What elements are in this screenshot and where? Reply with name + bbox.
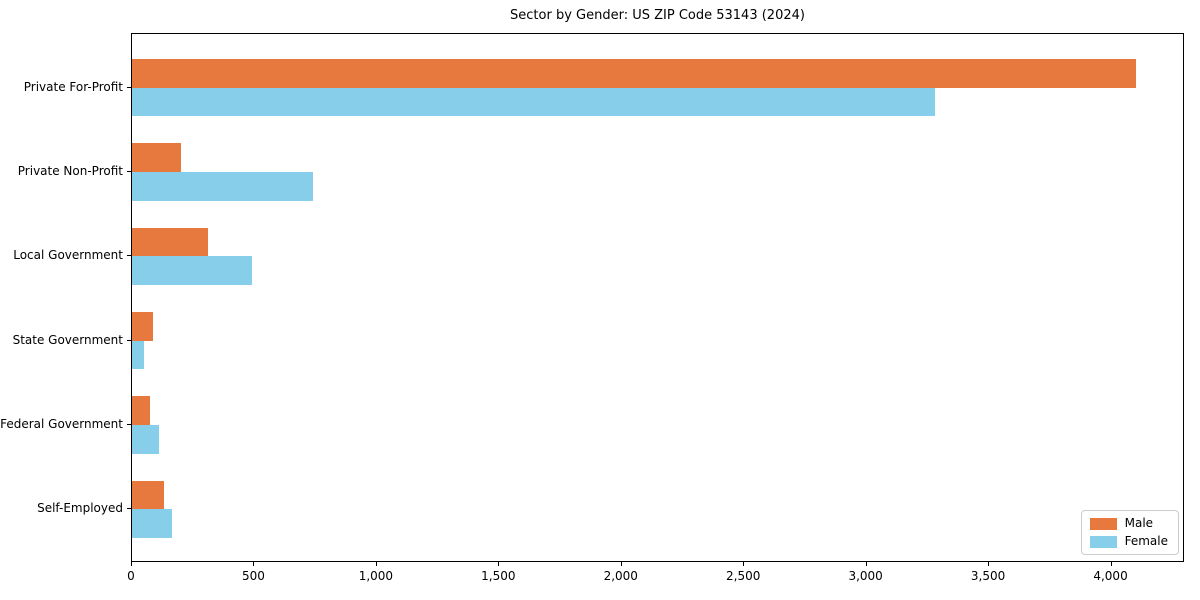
x-tick-label: 2,500 bbox=[726, 569, 761, 583]
y-tick-mark bbox=[127, 86, 131, 88]
x-tick-mark bbox=[375, 562, 377, 566]
x-tick-mark bbox=[988, 562, 990, 566]
bar-female bbox=[132, 340, 145, 370]
x-tick-mark bbox=[865, 562, 867, 566]
y-tick-mark bbox=[127, 171, 131, 173]
legend-swatch-male bbox=[1089, 517, 1117, 530]
category-label: Local Government bbox=[13, 248, 123, 263]
legend-label: Male bbox=[1124, 516, 1154, 530]
x-tick-label: 4,000 bbox=[1093, 569, 1128, 583]
x-tick-mark bbox=[620, 562, 622, 566]
legend-item-female: Female bbox=[1089, 534, 1168, 548]
x-tick-mark bbox=[743, 562, 745, 566]
x-tick-label: 1,500 bbox=[481, 569, 516, 583]
x-tick-mark bbox=[498, 562, 500, 566]
bar-male bbox=[132, 143, 181, 173]
bar-female bbox=[132, 87, 936, 117]
category-label: State Government bbox=[12, 332, 123, 347]
x-tick-mark bbox=[253, 562, 255, 566]
legend-label: Female bbox=[1124, 534, 1168, 548]
x-tick-label: 500 bbox=[241, 569, 265, 583]
bar-female bbox=[132, 424, 159, 454]
x-tick-label: 2,000 bbox=[603, 569, 638, 583]
y-tick-mark bbox=[127, 339, 131, 341]
x-tick-mark bbox=[131, 562, 132, 566]
y-tick-mark bbox=[127, 508, 131, 510]
legend-swatch-female bbox=[1089, 535, 1117, 548]
bar-male bbox=[132, 396, 151, 425]
legend-item-male: Male bbox=[1089, 516, 1168, 530]
bar-male bbox=[132, 312, 153, 341]
bar-male bbox=[132, 227, 208, 257]
bar-male bbox=[132, 59, 1137, 88]
x-tick-mark bbox=[1110, 562, 1112, 566]
plot-area: Male Female bbox=[131, 33, 1184, 562]
bar-male bbox=[132, 480, 164, 510]
bar-female bbox=[132, 509, 173, 538]
category-label: Private For-Profit bbox=[23, 79, 123, 94]
legend: Male Female bbox=[1080, 510, 1179, 555]
x-tick-label: 1,000 bbox=[358, 569, 394, 583]
x-tick-label: 3,000 bbox=[848, 569, 883, 583]
x-tick-label: 3,500 bbox=[970, 569, 1006, 583]
y-tick-mark bbox=[127, 423, 131, 425]
bar-female bbox=[132, 172, 314, 201]
bar-female bbox=[132, 256, 252, 285]
x-tick-label: 0 bbox=[127, 569, 135, 583]
y-tick-mark bbox=[127, 255, 131, 257]
chart-title: Sector by Gender: US ZIP Code 53143 (202… bbox=[510, 8, 805, 23]
category-label: Self-Employed bbox=[37, 501, 123, 516]
category-label: Federal Government bbox=[0, 416, 123, 431]
category-label: Private Non-Profit bbox=[17, 164, 123, 179]
